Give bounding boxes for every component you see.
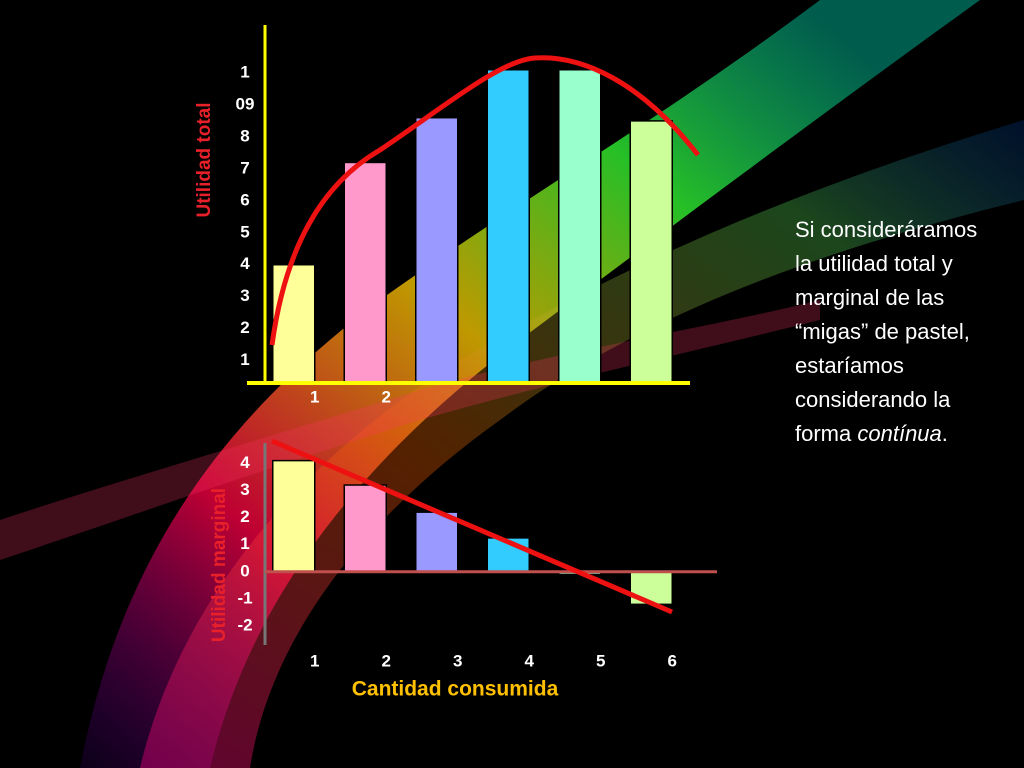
- y-tick-label: 1: [240, 350, 249, 369]
- y-tick-label: 4: [240, 254, 250, 273]
- bar: [415, 511, 459, 573]
- x-axis-label: Cantidad consumida: [352, 678, 559, 701]
- y-tick-label: 5: [240, 222, 249, 241]
- y-tick-label: 2: [240, 318, 249, 337]
- bar: [415, 116, 459, 384]
- note-emphasis: contínua: [857, 421, 942, 446]
- y-tick-label: 3: [240, 480, 249, 499]
- bar: [629, 120, 673, 384]
- y-tick-label: -2: [237, 616, 252, 635]
- x-tick-label: 6: [668, 651, 677, 670]
- y-tick-label: 6: [240, 190, 249, 209]
- bar: [343, 161, 387, 384]
- x-tick-label: 2: [382, 651, 391, 670]
- y-tick-label: 2: [240, 507, 249, 526]
- bar: [272, 459, 316, 573]
- trend-line: [271, 438, 673, 615]
- y-axis-label: Utilidad total: [194, 102, 215, 217]
- swirl: [140, 120, 1024, 768]
- y-tick-label: 1: [240, 534, 249, 553]
- y-axis-label: Utilidad marginal: [209, 488, 230, 642]
- x-tick-label: 3: [453, 651, 462, 670]
- note: Si consideráramos la utilidad total y ma…: [795, 213, 990, 451]
- y-tick-label: -1: [237, 588, 252, 607]
- y-tick-label: 7: [240, 158, 249, 177]
- x-tick-label: 2: [382, 387, 391, 406]
- x-tick-label: 1: [310, 651, 319, 670]
- bar: [486, 69, 530, 384]
- y-tick-label: 1: [240, 62, 249, 81]
- bar: [558, 69, 602, 384]
- swirl: [0, 300, 820, 560]
- y-tick-label: 09: [236, 94, 255, 113]
- x-tick-label: 5: [596, 651, 605, 670]
- y-tick-label: 4: [240, 453, 250, 472]
- x-tick-label: 1: [310, 387, 319, 406]
- trend-curve: [269, 55, 700, 346]
- bar: [343, 484, 387, 573]
- note-text: Si consideráramos la utilidad total y ma…: [795, 217, 978, 446]
- y-tick-label: 0: [240, 561, 249, 580]
- y-tick-label: 3: [240, 286, 249, 305]
- x-tick-label: 4: [525, 651, 535, 670]
- bar: [272, 263, 316, 384]
- y-tick-label: 8: [240, 126, 249, 145]
- note-end: .: [941, 421, 948, 446]
